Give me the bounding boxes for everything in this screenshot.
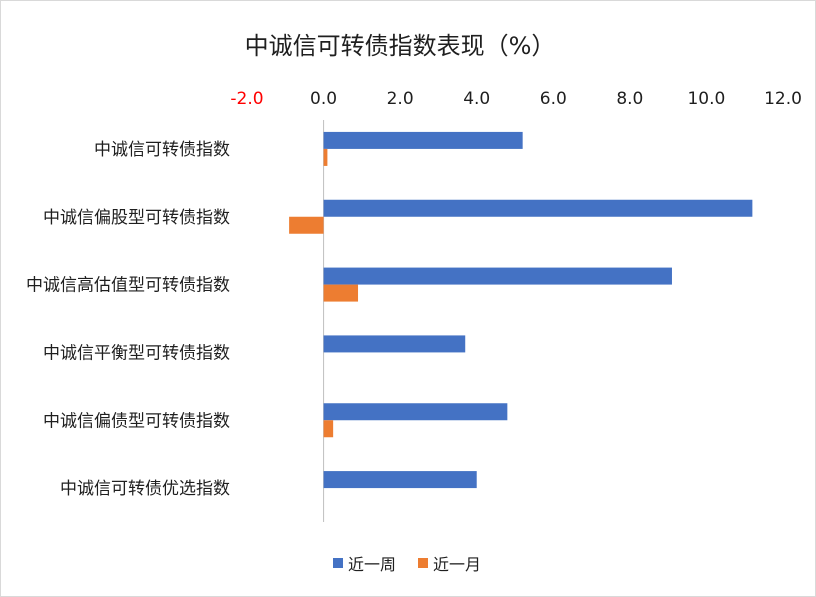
bar-month — [323, 148, 328, 166]
category-labels: 中诚信可转债指数中诚信偏股型可转债指数中诚信高估值型可转债指数中诚信平衡型可转债… — [26, 140, 230, 499]
x-tick-label: 2.0 — [387, 89, 414, 109]
bar-week — [323, 199, 753, 217]
x-tick-label: 8.0 — [616, 89, 643, 109]
bar-series — [289, 131, 753, 489]
legend-label: 近一月 — [433, 555, 481, 574]
bar-week — [323, 267, 672, 285]
category-label: 中诚信可转债优选指数 — [60, 479, 230, 499]
bar-month — [323, 420, 334, 438]
x-tick-label: 0.0 — [310, 89, 337, 109]
chart-title: 中诚信可转债指数表现（%） — [245, 32, 556, 60]
legend: 近一周 近一月 — [333, 555, 481, 574]
bar-week — [323, 403, 508, 421]
x-tick-label: 6.0 — [540, 89, 567, 109]
category-label: 中诚信可转债指数 — [94, 140, 230, 160]
x-tick-label: 4.0 — [463, 89, 490, 109]
category-label: 中诚信高估值型可转债指数 — [26, 276, 230, 296]
x-tick-label: -2.0 — [230, 89, 263, 109]
legend-label: 近一周 — [348, 555, 396, 574]
legend-swatch — [418, 558, 428, 568]
x-tick-label: 10.0 — [687, 89, 725, 109]
bar-month — [323, 284, 359, 302]
category-label: 中诚信平衡型可转债指数 — [43, 343, 230, 363]
legend-swatch — [333, 558, 343, 568]
x-tick-label: 12.0 — [764, 89, 802, 109]
category-label: 中诚信偏股型可转债指数 — [43, 208, 230, 228]
category-label: 中诚信偏债型可转债指数 — [43, 411, 230, 431]
bar-week — [323, 471, 477, 489]
bar-week — [323, 335, 466, 353]
bar-week — [323, 131, 523, 149]
bar-month — [289, 216, 324, 234]
x-axis-ticks: -2.0 0.0 2.0 4.0 6.0 8.0 10.0 12.0 — [230, 89, 802, 109]
